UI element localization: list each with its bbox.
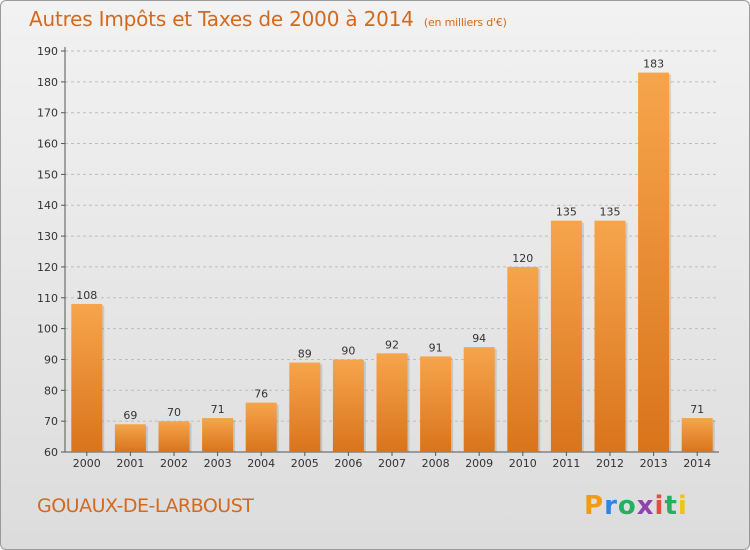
bar-2004 — [245, 402, 277, 452]
value-label-2002: 70 — [167, 406, 181, 419]
bars — [71, 72, 715, 452]
x-tick-label-2007: 2007 — [378, 457, 406, 470]
x-tick-label-2003: 2003 — [204, 457, 232, 470]
x-tick-label-2001: 2001 — [116, 457, 144, 470]
value-label-2013: 183 — [643, 58, 664, 71]
y-tick-label: 110 — [37, 292, 58, 305]
bar-2008 — [420, 356, 452, 452]
value-label-2010: 120 — [512, 252, 533, 265]
labels: 60 70 80 90 100 110 120 130 140 150 160 170 180 190 10… — [37, 45, 711, 470]
y-tick-label: 130 — [37, 230, 58, 243]
y-tick-label: 120 — [37, 261, 58, 274]
logo-letter: x — [636, 491, 655, 521]
x-tick-label-2014: 2014 — [683, 457, 711, 470]
y-tick-label: 70 — [44, 415, 58, 428]
x-tick-label-2000: 2000 — [73, 457, 101, 470]
value-label-2000: 108 — [76, 289, 97, 302]
y-tick-label: 190 — [37, 45, 58, 58]
value-label-2008: 91 — [429, 341, 443, 354]
value-label-2012: 135 — [600, 206, 621, 219]
x-tick-label-2009: 2009 — [465, 457, 493, 470]
bar-2001 — [114, 424, 146, 452]
value-label-2009: 94 — [472, 332, 486, 345]
x-tick-label-2005: 2005 — [291, 457, 319, 470]
value-label-2001: 69 — [123, 409, 137, 422]
value-label-2007: 92 — [385, 338, 399, 351]
bar-2013 — [638, 72, 670, 452]
y-tick-label: 60 — [44, 446, 58, 459]
bar-2009 — [463, 347, 495, 452]
chart-subtitle: (en milliers d'€) — [423, 16, 507, 29]
y-tick-label: 100 — [37, 323, 58, 336]
bar-2002 — [158, 421, 190, 452]
bar-2003 — [202, 418, 234, 452]
bar-2014 — [681, 418, 713, 452]
bar-2007 — [376, 353, 408, 452]
bar-2010 — [507, 266, 539, 452]
proxiti-logo: Proxiti — [584, 491, 688, 521]
value-label-2014: 71 — [690, 403, 704, 416]
logo-letter: t — [664, 491, 678, 521]
x-tick-label-2002: 2002 — [160, 457, 188, 470]
logo-letter: r — [604, 491, 618, 521]
x-tick-label-2013: 2013 — [640, 457, 668, 470]
y-tick-label: 80 — [44, 384, 58, 397]
y-tick-label: 90 — [44, 353, 58, 366]
x-tick-label-2010: 2010 — [509, 457, 537, 470]
x-tick-label-2008: 2008 — [422, 457, 450, 470]
bar-2012 — [594, 220, 626, 452]
logo-letter: o — [617, 491, 637, 521]
bar-2005 — [289, 362, 321, 452]
value-label-2003: 71 — [211, 403, 225, 416]
chart-title: Autres Impôts et Taxes de 2000 à 2014 (e… — [29, 7, 507, 31]
y-tick-label: 180 — [37, 76, 58, 89]
value-label-2006: 90 — [341, 344, 355, 357]
y-tick-label: 150 — [37, 168, 58, 181]
logo-letter: P — [584, 491, 605, 521]
bar-2011 — [550, 220, 582, 452]
commune-name: GOUAUX-DE-LARBOUST — [37, 495, 254, 517]
y-tick-label: 170 — [37, 107, 58, 120]
logo-letter: i — [677, 491, 688, 521]
value-label-2005: 89 — [298, 348, 312, 361]
logo-letter: i — [654, 491, 665, 521]
chart-title-text: Autres Impôts et Taxes de 2000 à 2014 — [29, 7, 414, 31]
y-tick-label: 140 — [37, 199, 58, 212]
y-tick-label: 160 — [37, 138, 58, 151]
x-tick-label-2004: 2004 — [247, 457, 275, 470]
bar-2000 — [71, 303, 103, 452]
x-tick-label-2012: 2012 — [596, 457, 624, 470]
value-label-2004: 76 — [254, 388, 268, 401]
bar-2006 — [332, 359, 364, 452]
value-label-2011: 135 — [556, 206, 577, 219]
x-tick-label-2006: 2006 — [334, 457, 362, 470]
x-tick-label-2011: 2011 — [552, 457, 580, 470]
